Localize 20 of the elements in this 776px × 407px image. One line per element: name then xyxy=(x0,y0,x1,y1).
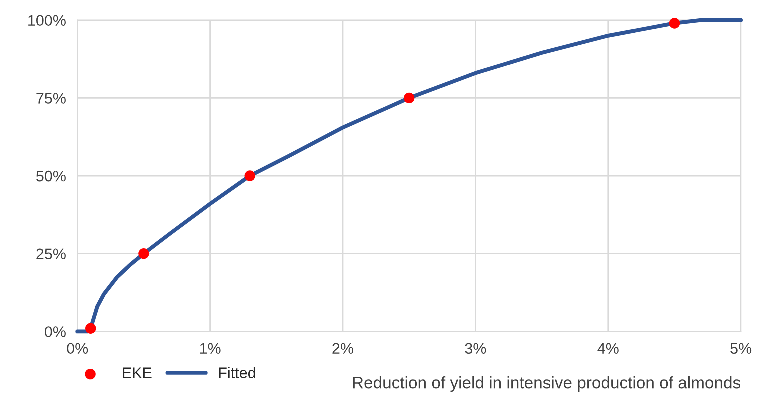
point xyxy=(244,170,256,182)
line-series xyxy=(76,18,744,334)
x-axis-title: Reduction of yield in intensive production of almonds xyxy=(353,376,741,392)
y-tick-label: 100% xyxy=(28,15,66,26)
x-tick-label: 1% xyxy=(200,343,221,354)
x-tick-label: 2% xyxy=(332,343,354,354)
x-tick-label: 0% xyxy=(67,343,88,354)
point xyxy=(404,92,415,104)
y-tick-label: 50% xyxy=(36,170,66,182)
point xyxy=(86,323,96,334)
y-tick-label: 25% xyxy=(36,248,66,260)
point xyxy=(138,248,150,260)
y-tick-label: 75% xyxy=(36,93,66,104)
legend-label: EKE xyxy=(123,368,152,378)
point xyxy=(669,18,680,29)
legend-label: Fitted xyxy=(219,367,256,378)
y-tick-label: 0% xyxy=(45,326,66,338)
x-tick-label: 4% xyxy=(598,343,619,354)
x-tick-label: 3% xyxy=(465,343,486,354)
x-tick-label: 5% xyxy=(730,343,752,354)
